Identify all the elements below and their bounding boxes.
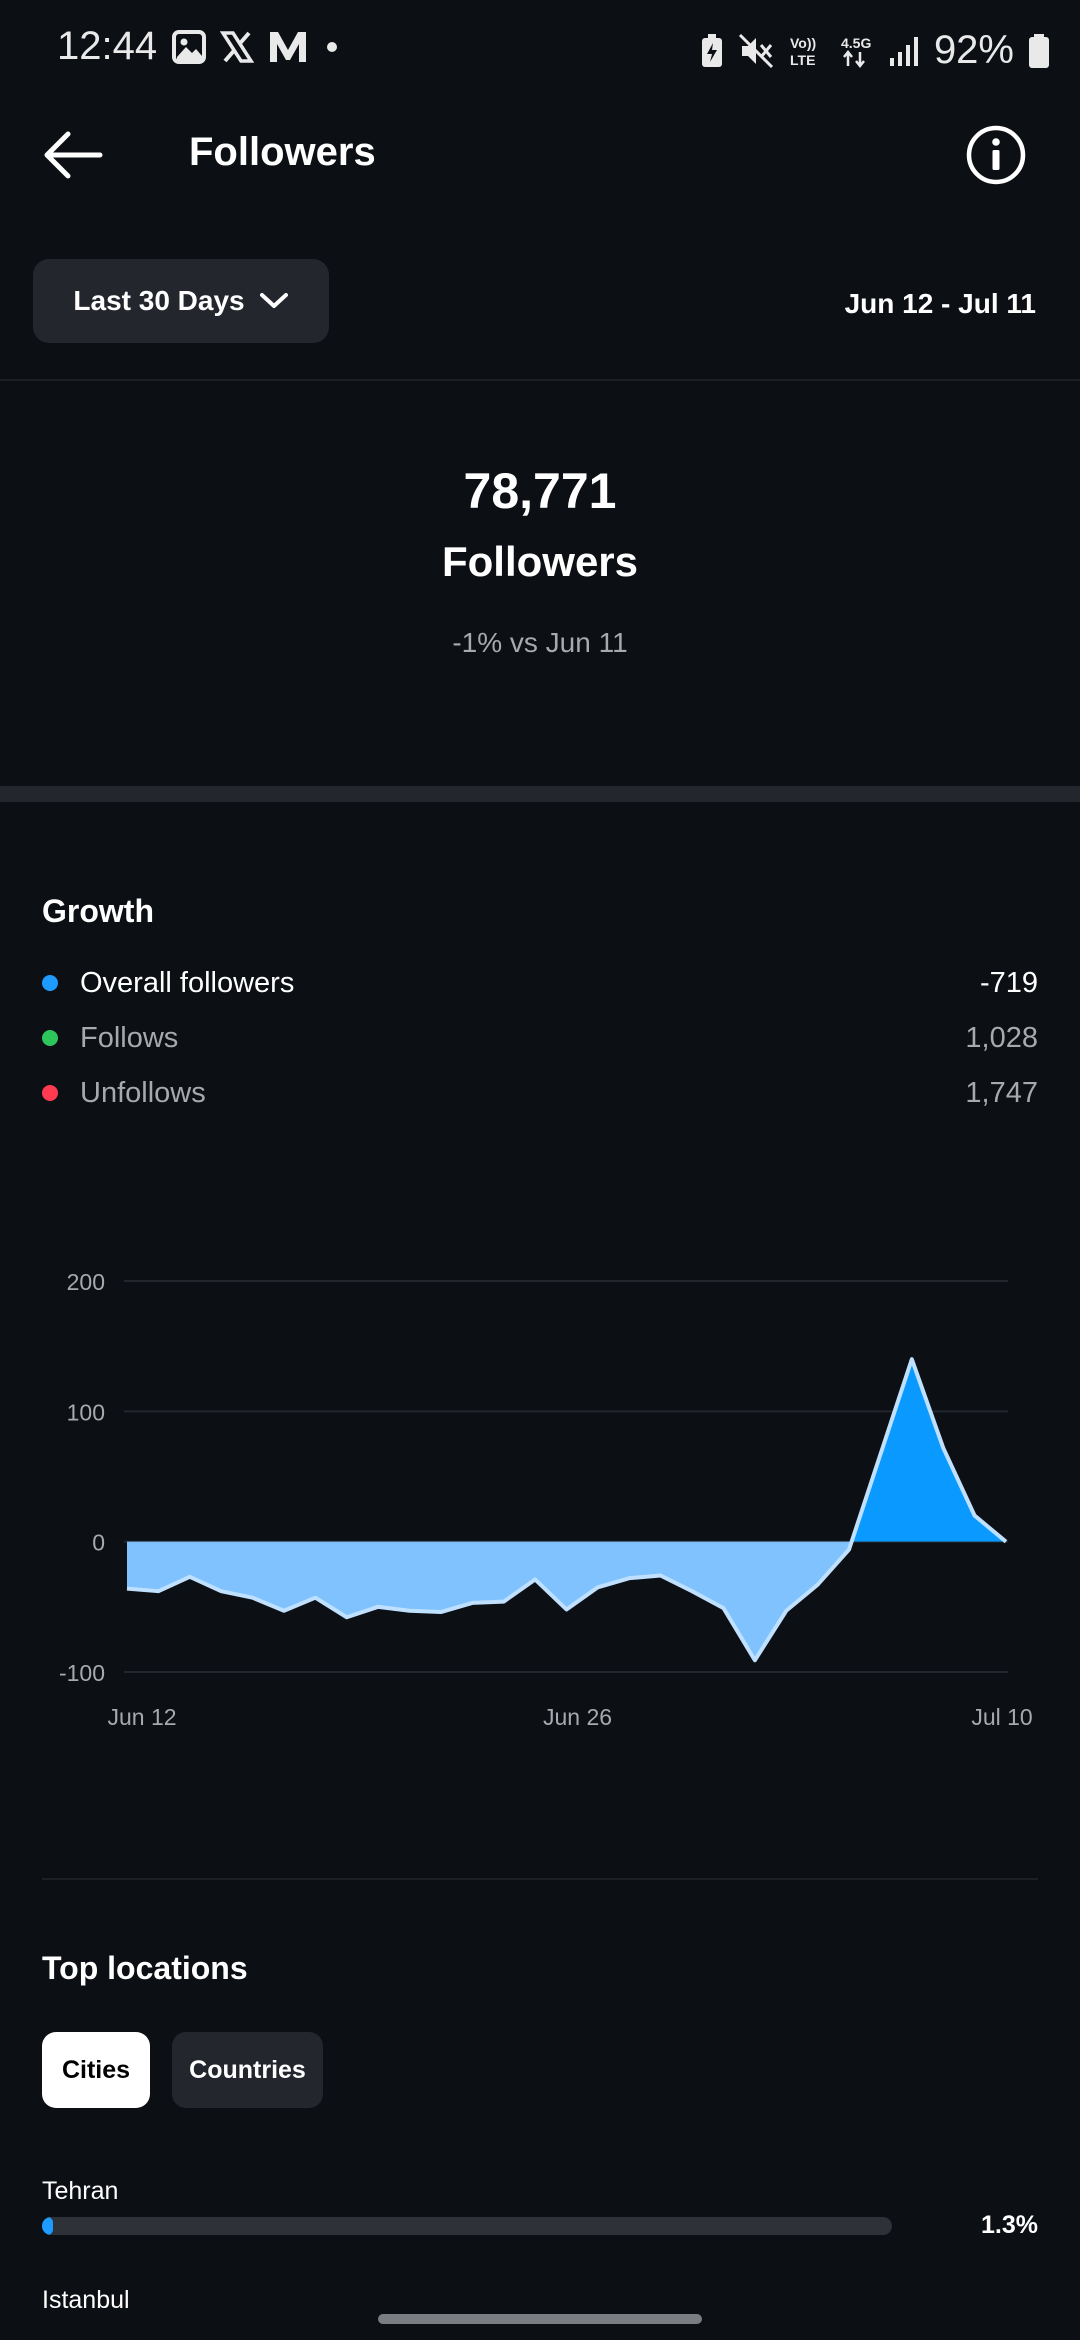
- status-bar: 12:44 Vo)) LTE 4.5G 92%: [0, 0, 1080, 100]
- legend-overall-followers: Overall followers -719: [42, 963, 1038, 1003]
- status-time: 12:44: [57, 24, 158, 68]
- chevron-down-icon: [259, 293, 288, 308]
- tab-countries[interactable]: Countries: [172, 2032, 323, 2108]
- legend-name: Overall followers: [80, 966, 295, 999]
- followers-count: 78,771: [463, 463, 617, 519]
- battery-icon: [1028, 33, 1050, 69]
- battery-percent: 92%: [933, 28, 1014, 72]
- battery-saver-icon: [700, 33, 724, 69]
- svg-text:Vo)): Vo)): [790, 35, 816, 51]
- legend-unfollows: Unfollows 1,747: [42, 1073, 1038, 1113]
- date-range-dropdown[interactable]: Last 30 Days: [33, 259, 329, 343]
- y-tick-label: 0: [92, 1530, 105, 1556]
- volte-icon: Vo)) LTE: [788, 33, 824, 69]
- signal-icon: [888, 34, 920, 68]
- followers-comparison: -1% vs Jun 11: [452, 627, 628, 658]
- medium-icon: [268, 30, 308, 64]
- legend-value: 1,747: [965, 1076, 1038, 1109]
- legend-follows: Follows 1,028: [42, 1018, 1038, 1058]
- legend-dot: [42, 1085, 58, 1101]
- dot-icon: [322, 37, 342, 57]
- legend-value: -719: [979, 966, 1038, 999]
- notification-icons: [172, 30, 342, 64]
- date-range-text: Jun 12 - Jul 11: [844, 288, 1036, 319]
- system-icons: Vo)) LTE 4.5G 92%: [700, 28, 1050, 73]
- svg-text:4.5G: 4.5G: [841, 35, 871, 51]
- legend-name: Unfollows: [80, 1076, 206, 1109]
- legend-dot: [42, 975, 58, 991]
- date-range-label: Last 30 Days: [73, 285, 245, 316]
- svg-text:LTE: LTE: [790, 52, 815, 68]
- page-title: Followers: [189, 130, 376, 174]
- legend-dot: [42, 1030, 58, 1046]
- y-tick-label: -100: [59, 1660, 105, 1686]
- x-tick-label: Jun 26: [543, 1704, 612, 1730]
- legend-value: 1,028: [965, 1021, 1038, 1054]
- positive-area: [851, 1359, 1006, 1542]
- back-button[interactable]: [38, 120, 108, 190]
- gallery-icon: [172, 30, 206, 64]
- followers-label: Followers: [441, 538, 639, 585]
- divider: [0, 379, 1080, 381]
- x-tick-label: Jul 10: [971, 1704, 1032, 1730]
- legend-name: Follows: [80, 1021, 179, 1054]
- y-tick-label: 100: [67, 1399, 105, 1425]
- section-divider: [0, 786, 1080, 802]
- divider: [42, 1878, 1038, 1880]
- location-percent: 1.3%: [981, 2211, 1038, 2239]
- location-bar-fill: [42, 2217, 54, 2235]
- mute-icon: [738, 33, 774, 69]
- 4.5g-icon: 4.5G: [838, 33, 874, 69]
- location-name: Tehran: [42, 2177, 119, 2205]
- info-icon: [966, 125, 1026, 185]
- location-name: Istanbul: [42, 2286, 130, 2314]
- home-indicator[interactable]: [378, 2314, 702, 2324]
- x-icon: [220, 30, 254, 64]
- x-tick-label: Jun 12: [107, 1704, 176, 1730]
- location-bar: [42, 2217, 892, 2235]
- top-locations-title: Top locations: [42, 1950, 248, 1986]
- tab-cities[interactable]: Cities: [42, 2032, 150, 2108]
- y-tick-label: 200: [67, 1269, 105, 1295]
- series-line: [126, 1357, 1008, 1663]
- growth-title: Growth: [42, 893, 154, 929]
- arrow-left-icon: [44, 131, 103, 179]
- info-button[interactable]: [964, 123, 1028, 187]
